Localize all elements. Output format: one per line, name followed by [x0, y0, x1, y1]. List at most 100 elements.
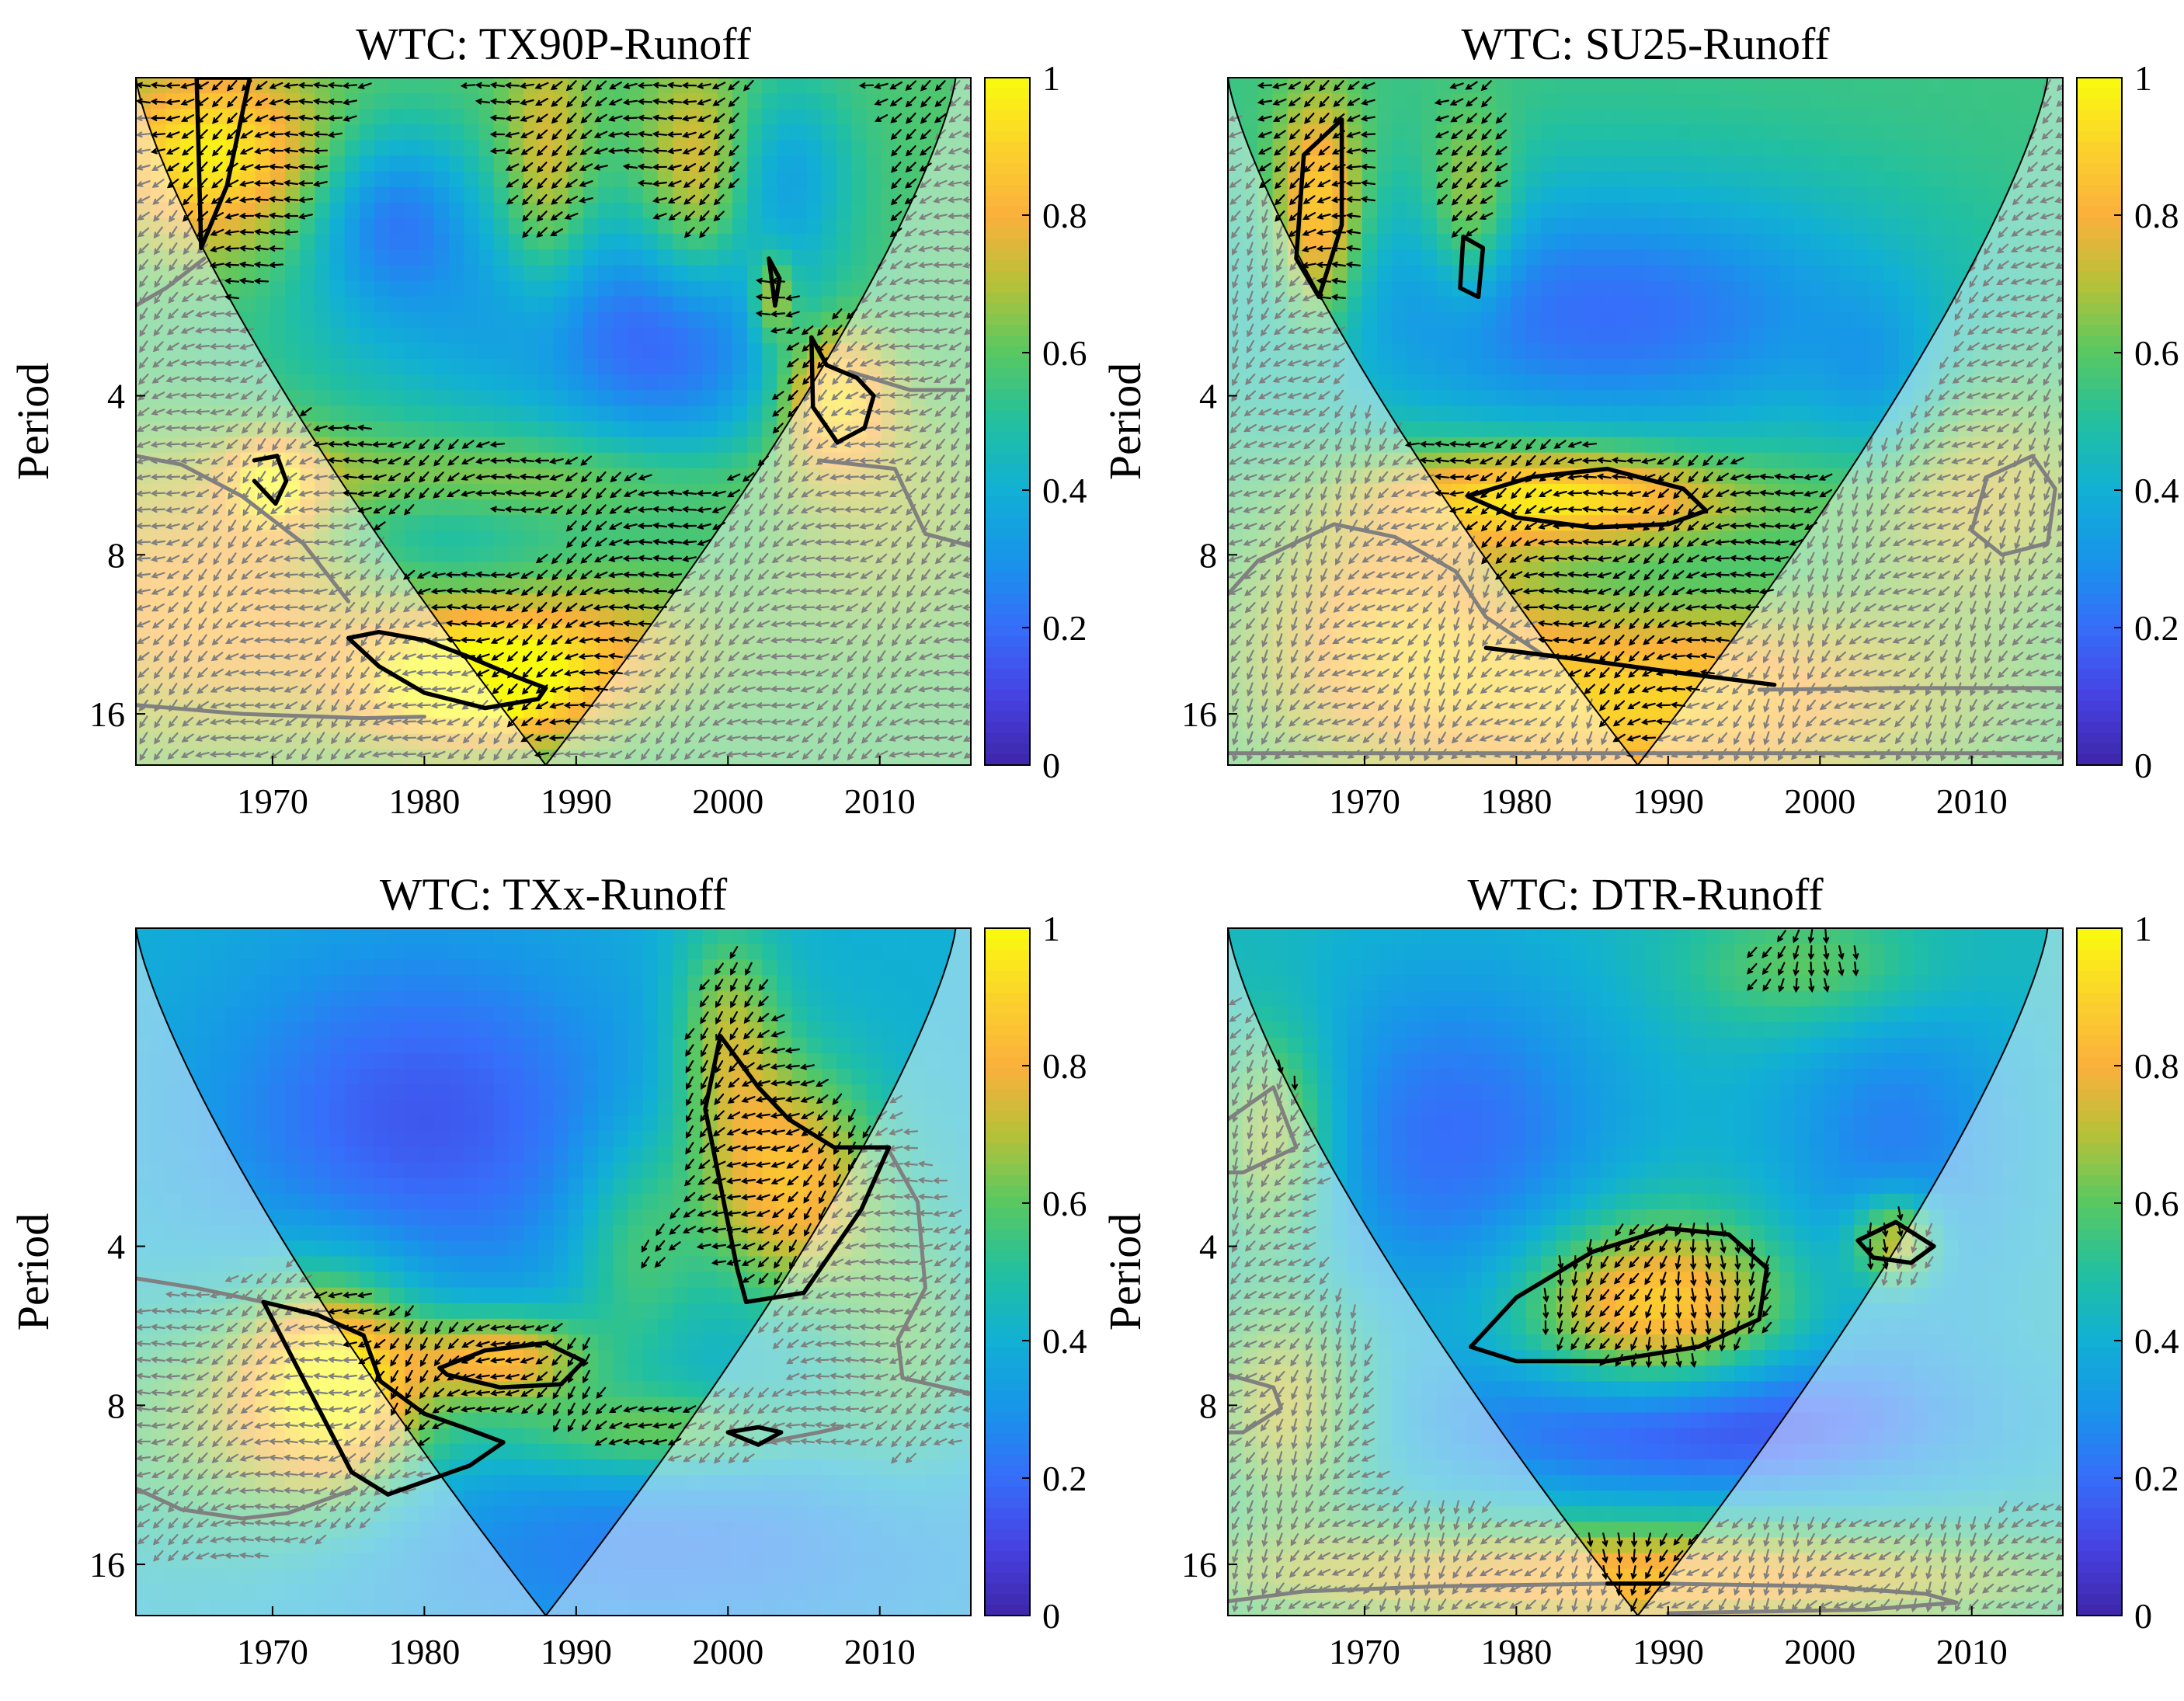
heatmap-cell — [791, 390, 808, 406]
heatmap-cell — [478, 234, 495, 250]
heatmap-cell — [180, 593, 196, 610]
heatmap-cell — [329, 155, 346, 172]
colorbar-tick-label: 0.6 — [1042, 333, 1087, 373]
heatmap-cell — [657, 374, 673, 391]
heatmap-cell — [478, 530, 495, 547]
heatmap-cell — [642, 359, 659, 375]
heatmap-cell — [1377, 249, 1393, 266]
heatmap-cell — [240, 640, 256, 656]
heatmap-cell — [419, 437, 435, 454]
heatmap-cell — [538, 218, 555, 235]
heatmap-cell — [300, 733, 315, 750]
heatmap-cell — [359, 577, 375, 594]
heatmap-cell — [1362, 327, 1378, 344]
heatmap-cell — [687, 671, 704, 687]
heatmap-cell — [598, 640, 614, 656]
heatmap-cell — [344, 562, 360, 579]
heatmap-cell — [464, 343, 480, 360]
heatmap-cell — [911, 296, 927, 313]
heatmap-cell — [180, 218, 196, 235]
heatmap-cell — [285, 656, 301, 672]
heatmap-cell — [941, 405, 957, 423]
heatmap-cell — [464, 124, 480, 141]
heatmap-cell — [493, 140, 509, 157]
heatmap-cell — [300, 265, 315, 282]
heatmap-cell — [642, 327, 659, 344]
heatmap-cell — [374, 155, 390, 172]
heatmap-cell — [702, 390, 718, 406]
heatmap-cell — [642, 249, 659, 266]
heatmap-cell — [717, 577, 733, 594]
heatmap-cell — [791, 311, 808, 329]
heatmap-cell — [1392, 405, 1407, 423]
heatmap-cell — [433, 171, 450, 188]
heatmap-cell — [1407, 140, 1423, 157]
heatmap-cell — [419, 140, 435, 157]
heatmap-cell — [583, 280, 599, 297]
heatmap-cell — [464, 155, 480, 172]
heatmap-cell — [642, 437, 659, 454]
heatmap-cell — [1466, 296, 1482, 313]
heatmap-cell — [777, 109, 793, 125]
heatmap-cell — [806, 608, 822, 625]
heatmap-cell — [478, 311, 495, 329]
heatmap-cell — [329, 249, 346, 266]
heatmap-cell — [404, 593, 420, 610]
colorbar: 00.20.40.60.81 — [984, 58, 1087, 785]
heatmap-cell — [702, 186, 718, 203]
phase-arrow — [136, 440, 151, 448]
heatmap-cell — [732, 577, 748, 594]
heatmap-cell — [359, 186, 375, 203]
heatmap-cell — [464, 374, 480, 391]
heatmap-cell — [717, 186, 733, 203]
heatmap-cell — [1347, 327, 1363, 344]
heatmap-cell — [255, 390, 271, 406]
heatmap-cell — [344, 593, 360, 610]
heatmap-cell — [538, 109, 555, 125]
heatmap-cell — [628, 468, 644, 485]
heatmap-cell — [881, 562, 897, 579]
heatmap-cell — [493, 327, 509, 344]
heatmap-cell — [374, 327, 390, 344]
heatmap-cell — [732, 202, 748, 219]
heatmap-cell — [329, 280, 346, 297]
heatmap-cell — [270, 359, 286, 375]
heatmap-cell — [449, 656, 464, 672]
heatmap-cell — [598, 218, 614, 235]
phase-arrow — [137, 652, 150, 662]
colorbar-tick-label: 0.2 — [1042, 608, 1087, 648]
heatmap-cell — [836, 140, 852, 157]
heatmap-cell — [419, 421, 435, 438]
heatmap-cell — [1421, 202, 1438, 219]
heatmap-cell — [628, 390, 644, 406]
heatmap-cell — [836, 109, 852, 125]
heatmap-cell — [478, 390, 495, 406]
heatmap-cell — [389, 234, 405, 250]
heatmap-cell — [702, 327, 718, 344]
colorbar-segment — [985, 206, 1030, 218]
heatmap-cell — [642, 468, 659, 485]
heatmap-cell — [836, 202, 852, 219]
heatmap-cell — [806, 202, 822, 219]
heatmap-cell — [374, 109, 390, 125]
heatmap-cell — [806, 280, 822, 297]
heatmap-cell — [553, 405, 569, 423]
heatmap-cell — [493, 421, 509, 438]
heatmap-cell — [687, 343, 704, 360]
heatmap-cell — [762, 562, 778, 579]
heatmap-cell — [300, 749, 315, 765]
colorbar-segment — [985, 711, 1030, 723]
heatmap-cell — [673, 343, 688, 360]
heatmap-cell — [374, 140, 390, 157]
heatmap-cell — [791, 265, 808, 282]
heatmap-cell — [1407, 390, 1423, 406]
heatmap-cell — [851, 140, 868, 157]
heatmap-cell — [553, 296, 569, 313]
heatmap-cell — [449, 93, 464, 110]
phase-arrow — [136, 539, 151, 546]
heatmap-cell — [464, 280, 480, 297]
heatmap-cell — [851, 202, 868, 219]
heatmap-cell — [747, 530, 763, 547]
heatmap-cell — [1421, 109, 1438, 125]
colorbar-segment — [985, 518, 1030, 530]
